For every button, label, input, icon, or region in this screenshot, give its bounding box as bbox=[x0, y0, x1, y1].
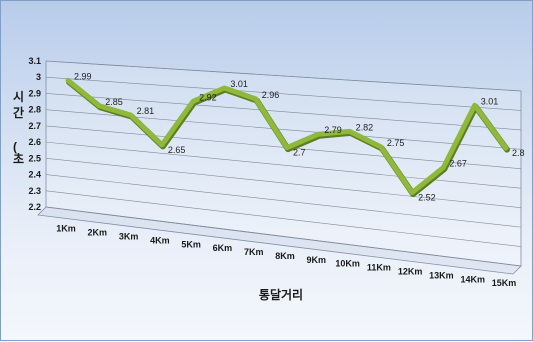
x-tick-label: 15Km bbox=[492, 278, 517, 288]
x-tick-label: 2Km bbox=[88, 228, 108, 238]
x-axis-title: 통달거리 bbox=[259, 287, 303, 302]
y-tick-label: 3.1 bbox=[28, 56, 41, 66]
y-axis-title-char: 시 bbox=[13, 90, 24, 104]
gridline bbox=[45, 60, 522, 92]
data-label: 2.65 bbox=[168, 145, 186, 155]
data-label: 2.8 bbox=[512, 148, 525, 158]
x-tick-label: 13Km bbox=[429, 270, 454, 280]
gridline bbox=[45, 190, 522, 247]
y-tick-labels: 2.2 2.3 2.4 2.5 2.6 2.7 2.8 2.9 3 3.1 bbox=[28, 56, 41, 212]
y-tick-label: 2.3 bbox=[28, 186, 41, 196]
y-tick-label: 2.2 bbox=[28, 202, 41, 212]
data-point bbox=[97, 104, 101, 108]
data-point bbox=[254, 97, 258, 101]
data-point bbox=[316, 132, 320, 136]
data-point bbox=[473, 103, 477, 107]
data-label: 2.92 bbox=[199, 92, 217, 102]
gridline bbox=[45, 93, 522, 131]
gridline bbox=[45, 174, 522, 228]
x-tick-label: 1Km bbox=[56, 224, 76, 234]
x-tick-label: 4Km bbox=[150, 235, 170, 245]
data-label: 2.96 bbox=[262, 90, 280, 100]
data-label: 2.99 bbox=[74, 71, 92, 81]
x-tick-label: 12Km bbox=[398, 266, 423, 276]
x-tick-label: 10Km bbox=[335, 259, 360, 269]
data-point bbox=[348, 129, 352, 133]
gridline bbox=[45, 158, 522, 208]
x-tick-label: 11Km bbox=[367, 263, 391, 273]
series-group bbox=[65, 77, 510, 198]
data-point bbox=[66, 78, 70, 82]
x-tick-label: 6Km bbox=[213, 243, 233, 253]
x-tick-label: 14Km bbox=[460, 274, 485, 284]
x-tick-label: 7Km bbox=[244, 247, 264, 257]
y-axis-title-char: 간 bbox=[13, 105, 24, 120]
y-tick-label: 2.4 bbox=[28, 170, 41, 180]
data-label: 2.79 bbox=[324, 125, 342, 135]
data-label: 2.52 bbox=[418, 193, 436, 203]
y-axis-title-char: ( bbox=[13, 140, 17, 154]
data-point bbox=[191, 99, 195, 103]
data-point bbox=[441, 165, 445, 169]
data-label: 2.7 bbox=[293, 148, 306, 158]
data-label: 2.75 bbox=[387, 138, 405, 148]
data-point bbox=[160, 143, 164, 147]
data-point bbox=[129, 113, 133, 117]
gridline bbox=[45, 76, 522, 111]
data-label: 2.67 bbox=[449, 158, 467, 168]
x-tick-label: 8Km bbox=[275, 251, 295, 261]
data-point bbox=[410, 191, 414, 195]
y-tick-label: 2.6 bbox=[28, 137, 41, 147]
data-label: 3.01 bbox=[230, 79, 248, 89]
x-tick-label: 5Km bbox=[181, 239, 201, 249]
data-label: 2.82 bbox=[356, 122, 374, 132]
data-point bbox=[285, 146, 289, 150]
y-tick-label: 2.7 bbox=[28, 121, 41, 131]
gridline bbox=[45, 206, 522, 267]
data-point bbox=[379, 145, 383, 149]
chart-walls bbox=[37, 60, 522, 275]
y-axis-title: 시간 (초 bbox=[13, 90, 24, 166]
y-axis-title-char: 초 bbox=[13, 152, 24, 166]
y-tick-label: 2.8 bbox=[28, 105, 41, 115]
data-label: 3.01 bbox=[481, 96, 499, 106]
x-tick-label: 9Km bbox=[307, 255, 327, 265]
y-tick-label: 2.5 bbox=[28, 153, 41, 163]
data-labels: 2.99 2.85 2.81 2.65 2.92 3.01 2.96 2.7 2.79 2.82 2… bbox=[74, 71, 525, 202]
y-tick-label: 2.9 bbox=[28, 88, 41, 98]
data-point bbox=[504, 146, 508, 150]
x-tick-labels: 1Km 2Km 3Km 4Km 5Km 6Km 7Km 8Km 9Km 10Km 11Km 12Km 1… bbox=[56, 224, 516, 288]
data-label: 2.81 bbox=[137, 106, 155, 116]
data-label: 2.85 bbox=[105, 97, 123, 107]
gridline bbox=[45, 141, 522, 189]
x-tick-label: 3Km bbox=[119, 232, 139, 242]
data-point bbox=[222, 86, 226, 90]
y-tick-label: 3 bbox=[36, 72, 41, 82]
